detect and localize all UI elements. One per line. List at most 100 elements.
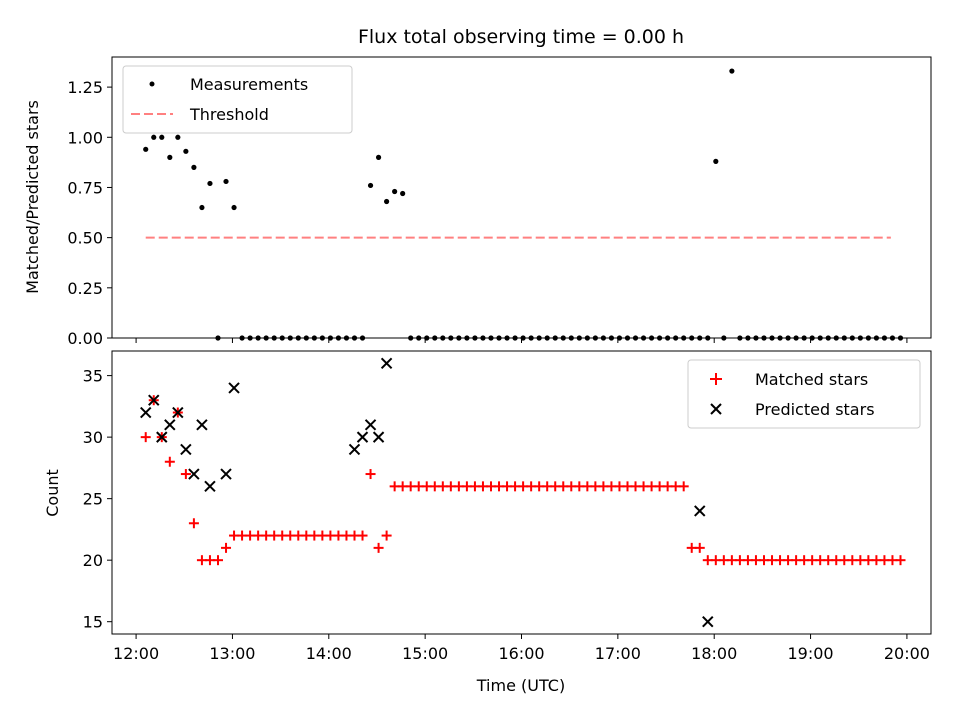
y-tick-label: 35 <box>83 367 103 386</box>
y-tick-label: 25 <box>83 490 103 509</box>
predicted-star-point <box>204 480 216 493</box>
matched-star-point <box>188 518 199 529</box>
measurement-point <box>793 335 799 341</box>
y-tick-label: 20 <box>83 551 103 570</box>
measurement-point <box>215 335 221 341</box>
x-axis-label: Time (UTC) <box>476 676 565 695</box>
measurement-point <box>496 335 502 341</box>
y-tick-label: 0.75 <box>67 178 103 197</box>
measurement-point <box>384 198 390 205</box>
measurement-point <box>568 335 574 341</box>
measurement-point <box>544 335 550 341</box>
measurement-point <box>552 335 558 341</box>
measurement-point <box>632 335 639 341</box>
measurement-point <box>681 335 687 341</box>
measurement-point <box>231 204 237 211</box>
bottom-panel: 15 20 25 30 35 12:00 13:00 14:00 15:00 16:00 17:0… <box>43 350 932 695</box>
matched-star-point <box>365 469 376 480</box>
measurement-point <box>657 335 663 341</box>
measurement-point <box>881 335 888 341</box>
measurement-point <box>143 146 149 152</box>
measurement-point <box>833 335 839 341</box>
measurement-point <box>343 335 350 341</box>
top-legend: Measurements Threshold <box>122 65 353 134</box>
measurement-point <box>335 335 342 341</box>
measurement-point <box>191 164 197 170</box>
measurement-point <box>359 335 366 341</box>
y-tick-label: 1.25 <box>67 78 103 97</box>
measurement-point <box>303 335 309 341</box>
y-tick-label: 0.25 <box>67 279 103 298</box>
matched-star-point <box>140 432 151 443</box>
predicted-star-point <box>196 419 208 431</box>
bottom-legend-frame <box>687 359 921 429</box>
measurement-point <box>247 335 253 341</box>
measurement-point <box>239 335 245 341</box>
measurement-point <box>616 335 623 341</box>
measurement-point <box>151 134 157 140</box>
measurement-point <box>737 335 743 341</box>
measurement-point <box>809 335 815 341</box>
measurement-point <box>801 335 807 341</box>
measurement-point <box>159 134 165 140</box>
y-tick-label: 30 <box>83 428 103 447</box>
measurement-point <box>287 335 293 341</box>
x-tick-label: 16:00 <box>498 644 544 663</box>
predicted-star-point <box>172 406 184 419</box>
measurement-point <box>175 134 181 140</box>
measurement-point <box>713 158 719 164</box>
measurement-point <box>223 178 229 185</box>
matched-star-point <box>381 530 392 541</box>
measurement-point <box>480 335 486 341</box>
predicted-star-point <box>348 443 361 456</box>
measurement-point <box>729 68 735 74</box>
measurement-point <box>592 335 598 341</box>
measurement-point <box>825 335 831 341</box>
measurement-point <box>841 335 847 341</box>
measurement-point <box>697 335 703 341</box>
measurement-point <box>849 335 855 341</box>
measurement-point <box>648 335 655 341</box>
measurement-point <box>440 335 446 341</box>
measurement-point <box>279 335 285 341</box>
measurement-point <box>167 154 173 160</box>
legend-matched-label: Matched stars <box>755 370 868 389</box>
measurement-point <box>673 335 679 341</box>
measurement-point <box>416 335 422 341</box>
x-tick-label: 15:00 <box>402 644 448 663</box>
bottom-y-ticks: 15 20 25 30 35 <box>83 367 112 632</box>
measurement-point <box>689 335 695 341</box>
measurement-point <box>504 335 510 341</box>
predicted-star-point <box>148 394 160 406</box>
measurement-point <box>777 335 783 341</box>
predicted-star-point <box>140 406 152 419</box>
bottom-series <box>140 357 906 628</box>
predicted-star-point <box>380 357 393 370</box>
top-y-axis-label: Matched/Predicted stars <box>23 100 42 294</box>
measurement-point <box>520 335 526 341</box>
measurement-point <box>897 335 904 341</box>
measurement-point <box>817 335 823 341</box>
measurement-point <box>424 335 430 341</box>
matched-star-point <box>180 469 191 480</box>
predicted-star-point <box>364 419 377 431</box>
matched-star-point <box>694 542 705 553</box>
measurement-point <box>600 335 607 341</box>
measurement-point <box>584 335 590 341</box>
x-tick-label: 14:00 <box>306 644 352 663</box>
legend-threshold-label: Threshold <box>189 105 269 124</box>
measurement-point <box>865 335 871 341</box>
measurement-point <box>624 335 631 341</box>
x-tick-label: 12:00 <box>113 644 159 663</box>
measurement-point <box>199 204 205 211</box>
chart-title: Flux total observing time = 0.00 h <box>358 26 684 48</box>
measurement-point <box>745 335 751 341</box>
measurement-point <box>400 190 406 197</box>
measurement-point <box>263 335 269 341</box>
measurement-point <box>392 188 398 195</box>
measurement-point <box>857 335 863 341</box>
legend-predicted-marker <box>710 403 722 415</box>
top-legend-frame <box>122 65 353 134</box>
x-tick-label: 17:00 <box>595 644 641 663</box>
predicted-star-point <box>156 431 168 443</box>
